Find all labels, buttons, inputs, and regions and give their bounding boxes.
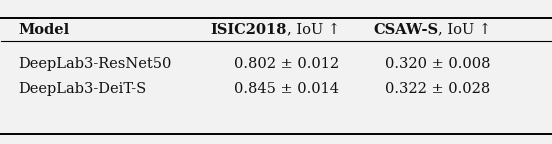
- Text: CSAW-S: CSAW-S: [373, 23, 438, 37]
- Text: 0.320 ± 0.008: 0.320 ± 0.008: [385, 57, 491, 71]
- Text: 0.802 ± 0.012: 0.802 ± 0.012: [235, 57, 339, 71]
- Text: , IoU ↑: , IoU ↑: [438, 23, 491, 37]
- Text: Model: Model: [18, 23, 69, 37]
- Text: DeepLab3-DeiT-S: DeepLab3-DeiT-S: [18, 82, 146, 96]
- Text: 0.322 ± 0.028: 0.322 ± 0.028: [385, 82, 491, 96]
- Text: , IoU ↑: , IoU ↑: [287, 23, 340, 37]
- Text: DeepLab3-ResNet50: DeepLab3-ResNet50: [18, 57, 171, 71]
- Text: ISIC2018: ISIC2018: [211, 23, 287, 37]
- Text: 0.845 ± 0.014: 0.845 ± 0.014: [235, 82, 339, 96]
